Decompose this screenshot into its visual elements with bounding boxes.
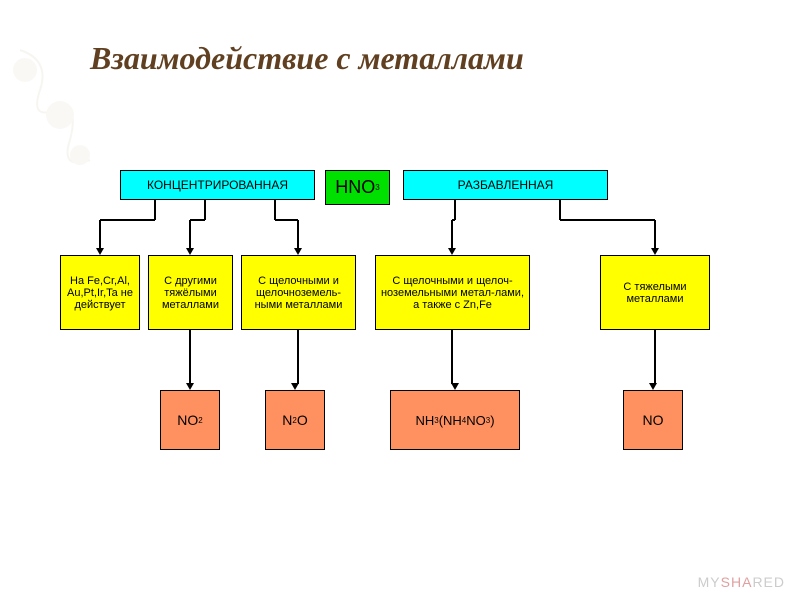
- node-dil: РАЗБАВЛЕННАЯ: [403, 170, 608, 200]
- node-p3: NH3 (NH4 NO3): [390, 390, 520, 450]
- node-c2: С другими тяжёлыми металлами: [148, 255, 233, 330]
- node-conc: КОНЦЕНТРИРОВАННАЯ: [120, 170, 315, 200]
- flowchart: HNO3 КОНЦЕНТРИРОВАННАЯ РАЗБАВЛЕННАЯ На Fe,C…: [60, 150, 740, 500]
- node-p1: NO2: [160, 390, 220, 450]
- page-title: Взаимодействие с металлами: [90, 40, 524, 77]
- node-p4: NO: [623, 390, 683, 450]
- node-root: HNO3: [325, 170, 390, 205]
- node-p2: N2O: [265, 390, 325, 450]
- node-d2: С тяжелыми металлами: [600, 255, 710, 330]
- node-c1: На Fe,Cr,Al, Au,Pt,Ir,Ta не действует: [60, 255, 140, 330]
- node-c3: С щелочными и щелочноземель-ными металла…: [241, 255, 356, 330]
- watermark: MYSHARED: [698, 574, 785, 590]
- node-d1: С щелочными и щелоч-ноземельными метал-л…: [375, 255, 530, 330]
